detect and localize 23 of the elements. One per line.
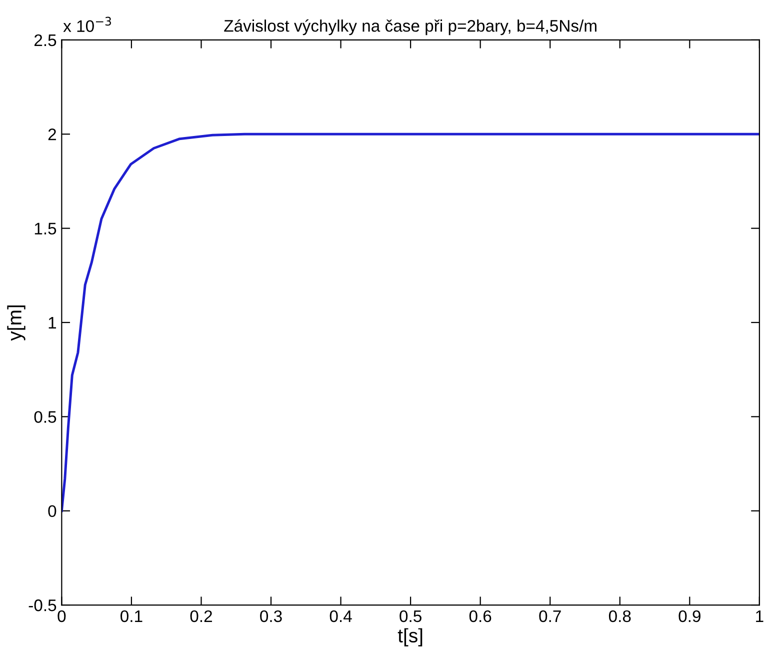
x-axis-title: t[s] bbox=[398, 628, 422, 646]
y-tick-label: -0.5 bbox=[28, 599, 56, 612]
x-tick-label: 0.2 bbox=[190, 610, 212, 622]
y-tick-label: 0.5 bbox=[34, 411, 56, 423]
y-tick-label: 0 bbox=[48, 505, 56, 518]
x-tick-label: 0.7 bbox=[539, 610, 561, 622]
y-axis-title: y[m] bbox=[7, 306, 26, 341]
x-tick-label: 0.1 bbox=[120, 610, 142, 622]
line-series bbox=[62, 132, 760, 512]
chart-title: Závislost výchylky na čase při p=2bary, b=4,5Ns/m bbox=[224, 19, 596, 36]
x-tick-label: 0.4 bbox=[330, 610, 352, 622]
x-tick-label: 0.8 bbox=[608, 610, 631, 622]
x-tick-label: 1 bbox=[756, 610, 764, 622]
x-tick-label: 0.6 bbox=[469, 610, 492, 622]
x-tick-label: 0.9 bbox=[678, 610, 700, 622]
y-tick-label: 2.5 bbox=[34, 34, 56, 46]
x-tick-label: 0.3 bbox=[260, 610, 282, 622]
y-tick-label: 1.5 bbox=[34, 222, 56, 235]
text: x 10$^{−3}$ bbox=[63, 16, 111, 32]
y-tick-label: 1 bbox=[48, 317, 56, 329]
y-tick-label: 2 bbox=[48, 128, 56, 140]
x-tick-label: 0.5 bbox=[400, 610, 422, 622]
x-tick-label: 0 bbox=[58, 610, 66, 622]
